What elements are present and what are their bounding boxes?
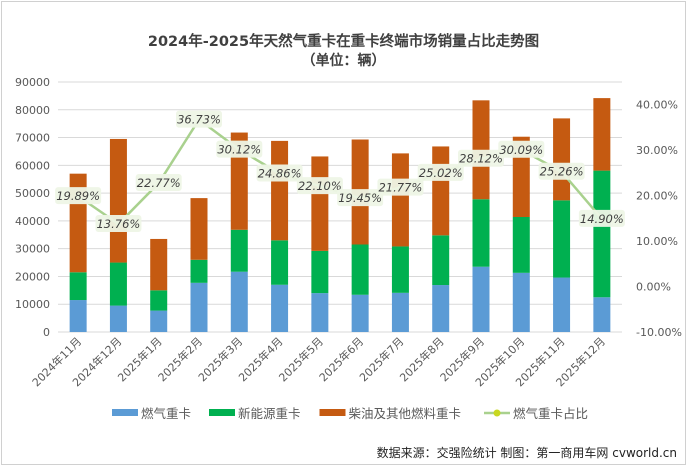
y-tick-label: 70000 (15, 132, 50, 145)
data-label-box (458, 149, 504, 167)
bar-segment-2 (190, 198, 208, 260)
legend-label: 燃气重卡占比 (513, 406, 588, 421)
y-tick-label: 30000 (15, 243, 50, 256)
bar-segment-2 (150, 238, 168, 291)
y-tick-label: 20000 (15, 270, 50, 283)
bar-segment-1 (230, 229, 248, 272)
bar-segment-0 (150, 310, 168, 332)
data-label: 22.10% (298, 179, 342, 193)
y-tick-label: 60000 (15, 159, 50, 172)
bar-segment-0 (553, 277, 571, 332)
data-label: 22.77% (137, 176, 181, 190)
bar-segment-0 (190, 282, 208, 332)
data-label: 19.45% (338, 191, 382, 205)
y-tick-label: 0 (43, 326, 50, 339)
y2-tick-label: 30.00% (636, 144, 678, 157)
y2-tick-label: -10.00% (636, 326, 682, 339)
y-tick-label: 40000 (15, 215, 50, 228)
bar-segment-0 (472, 266, 490, 332)
data-label-box (176, 110, 222, 128)
bar-segment-0 (593, 297, 611, 332)
bar-segment-2 (109, 138, 127, 263)
bar-segment-2 (271, 140, 289, 241)
data-label: 36.73% (177, 113, 221, 127)
bar-segment-0 (311, 293, 329, 332)
y-tick-label: 90000 (15, 76, 50, 89)
bar-segment-1 (391, 246, 409, 293)
bar-segment-1 (150, 290, 168, 311)
legend-label: 燃气重卡 (141, 406, 191, 421)
data-label: 14.90% (580, 212, 624, 226)
data-label: 28.12% (459, 152, 503, 166)
legend-swatch-1 (209, 409, 235, 416)
data-source: 数据来源：交强险统计 制图：第一商用车网 cvworld.cn (376, 446, 677, 460)
bar-segment-2 (391, 153, 409, 247)
data-label-box (256, 164, 303, 182)
bar-segment-1 (271, 240, 289, 285)
bar-segment-0 (69, 300, 87, 332)
bar-segment-1 (109, 262, 127, 306)
y-tick-label: 50000 (15, 187, 50, 200)
bar-segment-0 (271, 284, 289, 332)
bar-segment-1 (69, 272, 87, 301)
data-label: 25.02% (419, 166, 463, 180)
bar-segment-1 (351, 244, 369, 295)
data-label-box (538, 162, 585, 180)
data-label: 21.77% (378, 181, 422, 195)
bar-segment-1 (311, 250, 329, 294)
legend-label: 柴油及其他燃料重卡 (349, 406, 462, 421)
y2-tick-label: 10.00% (636, 235, 678, 248)
bar-segment-0 (109, 305, 127, 332)
data-label-box (135, 174, 182, 192)
bar-segment-1 (512, 217, 530, 273)
bar-segment-1 (472, 199, 490, 267)
data-label: 30.12% (217, 143, 261, 157)
bar-segment-1 (432, 235, 450, 286)
bar-segment-2 (311, 156, 329, 251)
data-label: 25.26% (540, 165, 584, 179)
legend-label: 新能源重卡 (238, 406, 301, 421)
bar-segment-0 (432, 285, 450, 332)
y2-tick-label: 20.00% (636, 190, 678, 203)
bar-segment-0 (512, 272, 530, 332)
data-label: 30.09% (499, 143, 543, 157)
chart-title: 2024年-2025年天然气重卡在重卡终端市场销量占比走势图 (147, 34, 540, 50)
data-label-box (216, 140, 263, 158)
bar-segment-0 (230, 271, 248, 332)
bar-segment-1 (190, 259, 208, 283)
bar-segment-2 (553, 118, 571, 201)
data-label-box (55, 187, 102, 205)
legend-swatch-2 (319, 409, 346, 416)
data-label-box (95, 215, 142, 232)
bar-segment-2 (432, 146, 450, 236)
bar-segment-0 (351, 294, 369, 332)
bar-segment-2 (593, 98, 611, 171)
data-label: 13.76% (96, 217, 140, 231)
y-tick-label: 80000 (15, 104, 50, 117)
chart-subtitle: （单位：辆） (301, 53, 386, 69)
data-label-box (498, 140, 545, 158)
data-label-box (337, 189, 384, 207)
y2-tick-label: 0.00% (636, 281, 671, 294)
y-tick-label: 10000 (15, 298, 50, 311)
data-label-box (578, 209, 625, 227)
bar-segment-1 (553, 200, 571, 278)
data-label: 24.86% (258, 167, 302, 181)
legend-swatch-0 (112, 409, 138, 416)
data-label-box (296, 177, 343, 195)
bar-segment-0 (391, 292, 409, 332)
y2-tick-label: 40.00% (636, 99, 678, 112)
data-label-box (377, 178, 424, 196)
data-label: 19.89% (56, 189, 100, 203)
legend-marker (493, 409, 501, 417)
data-label-box (417, 163, 464, 181)
bar-segment-1 (593, 170, 611, 298)
